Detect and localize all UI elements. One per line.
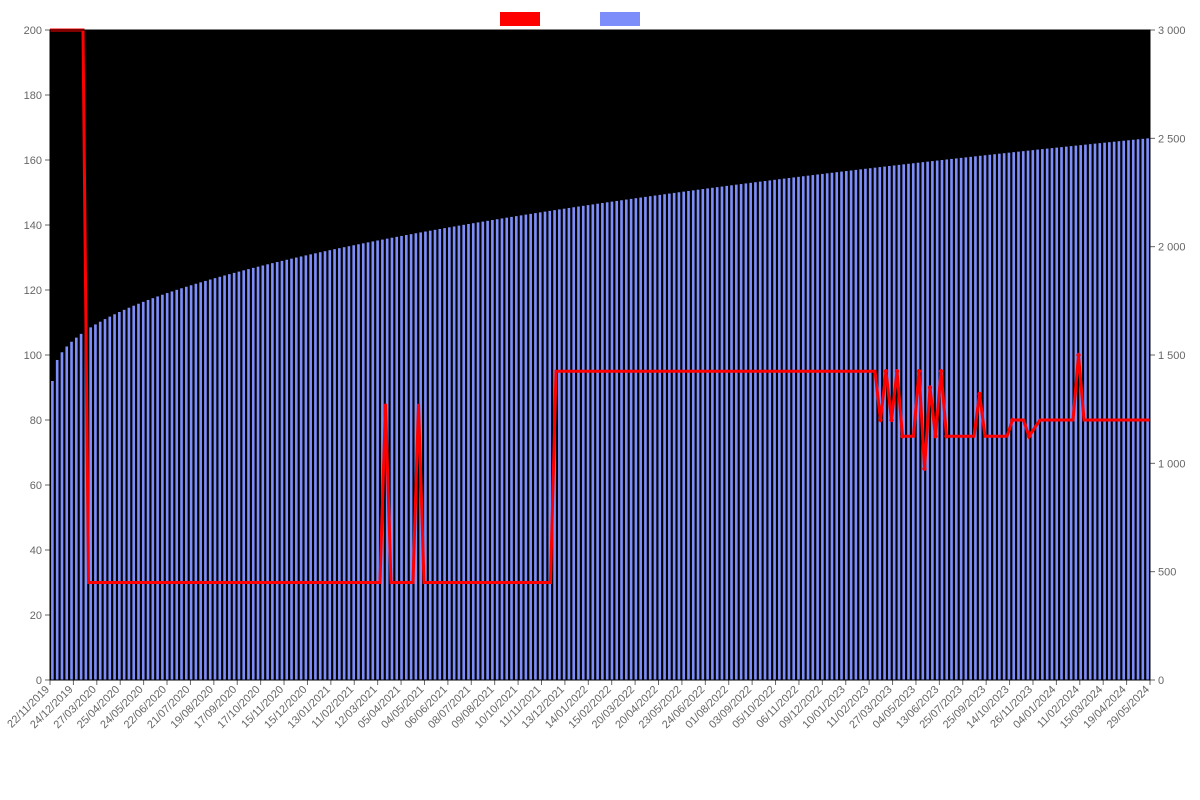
y-right-tick-label: 0: [1158, 675, 1164, 687]
y-right-tick-label: 3 000: [1158, 25, 1186, 37]
line-marker: [939, 369, 943, 373]
y-right-tick-label: 1 500: [1158, 350, 1186, 362]
y-left-tick-label: 120: [24, 285, 42, 297]
line-marker: [889, 418, 893, 422]
line-marker: [1027, 434, 1031, 438]
line-marker: [977, 392, 981, 396]
line-marker: [922, 467, 926, 471]
y-right-tick-label: 2 500: [1158, 133, 1186, 145]
legend-swatch: [600, 12, 640, 26]
line-marker: [884, 369, 888, 373]
line-marker: [944, 434, 948, 438]
line-marker: [878, 418, 882, 422]
line-marker: [933, 434, 937, 438]
y-right-tick-label: 1 000: [1158, 458, 1186, 470]
y-left-tick-label: 40: [30, 545, 42, 557]
y-right-tick-label: 500: [1158, 567, 1176, 579]
y-left-tick-label: 200: [24, 25, 42, 37]
line-marker: [895, 369, 899, 373]
line-marker: [1010, 418, 1014, 422]
legend-swatch: [500, 12, 540, 26]
y-right-tick-label: 2 000: [1158, 242, 1186, 254]
y-left-tick-label: 140: [24, 220, 42, 232]
y-left-tick-label: 80: [30, 415, 42, 427]
dual-axis-chart: 02040608010012014016018020005001 0001 50…: [0, 0, 1200, 800]
line-marker: [900, 434, 904, 438]
line-marker: [1076, 353, 1080, 357]
y-left-tick-label: 180: [24, 90, 42, 102]
y-left-tick-label: 60: [30, 480, 42, 492]
y-left-tick-label: 160: [24, 155, 42, 167]
y-left-tick-label: 100: [24, 350, 42, 362]
line-marker: [928, 385, 932, 389]
y-left-tick-label: 20: [30, 610, 42, 622]
line-marker: [917, 369, 921, 373]
